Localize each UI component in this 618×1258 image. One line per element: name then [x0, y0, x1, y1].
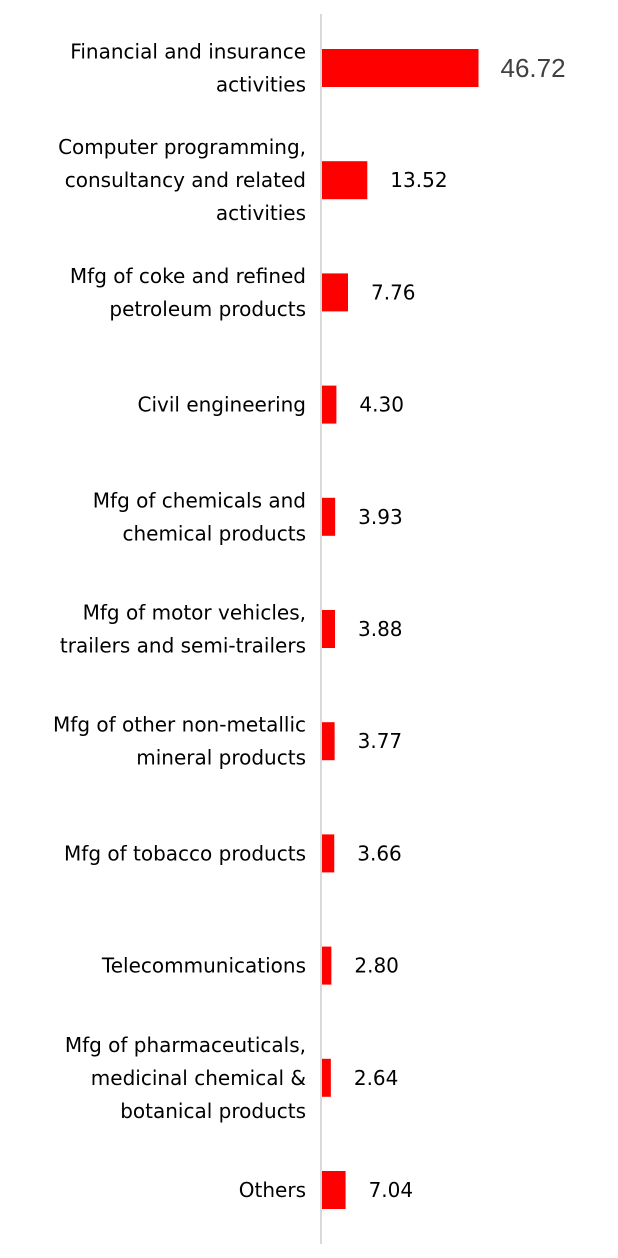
bar-mfg-of-pharmaceuticals-medicinal-chemical-botanical-products	[322, 1058, 331, 1097]
category-label-line: Financial and insurance	[70, 40, 306, 64]
bar-financial-and-insurance-activities	[322, 49, 479, 87]
category-label-line: Civil engineering	[138, 393, 307, 417]
category-label-line: mineral products	[136, 746, 306, 770]
value-labels-group: 46.72 13.52 7.76 4.30 3.93 3.88 3.77 3.66 2.80 2.…	[354, 53, 566, 1202]
value-label-mfg-of-other-non-metallic-mineral-products: 3.77	[358, 729, 403, 753]
value-label-financial-and-insurance-activities: 46.72	[501, 53, 566, 83]
category-label-line: Telecommunications	[101, 954, 306, 978]
category-label-line: Mfg of pharmaceuticals,	[65, 1033, 306, 1057]
category-label-line: botanical products	[120, 1099, 306, 1123]
bar-mfg-of-chemicals-and-chemical-products	[322, 497, 336, 536]
category-label-financial-and-insurance-activities: Financial and insurance activities	[70, 40, 306, 97]
category-label-mfg-of-motor-vehicles-trailers-and-semi-trailers: Mfg of motor vehicles, trailers and semi-…	[60, 601, 306, 658]
category-labels-group: Financial and insurance activitiesCompute…	[53, 40, 306, 1203]
category-label-line: Mfg of coke and refined	[70, 264, 306, 288]
category-label-computer-programming-consultancy-and-related-activities: Computer programming, consultancy and rel…	[58, 135, 306, 225]
bar-mfg-of-motor-vehicles-trailers-and-semi-trailers	[322, 610, 335, 648]
category-label-line: Others	[239, 1178, 306, 1202]
value-label-civil-engineering: 4.30	[359, 393, 404, 417]
bar-telecommunications	[322, 946, 332, 985]
value-label-mfg-of-chemicals-and-chemical-products: 3.93	[358, 505, 403, 529]
bar-mfg-of-other-non-metallic-mineral-products	[322, 722, 335, 761]
category-label-civil-engineering: Civil engineering	[138, 393, 307, 417]
bar-civil-engineering	[322, 385, 337, 424]
category-label-line: trailers and semi-trailers	[60, 634, 306, 658]
category-label-line: activities	[216, 201, 306, 225]
value-label-mfg-of-tobacco-products: 3.66	[357, 841, 402, 865]
value-label-telecommunications: 2.80	[354, 954, 399, 978]
category-label-line: Mfg of motor vehicles,	[83, 601, 306, 625]
value-label-others: 7.04	[369, 1178, 414, 1202]
bar-computer-programming-consultancy-and-related-activities	[322, 161, 368, 200]
category-label-line: Mfg of chemicals and	[93, 488, 306, 512]
value-label-computer-programming-consultancy-and-related-activities: 13.52	[390, 168, 447, 192]
category-label-line: Mfg of other non-metallic	[53, 713, 306, 737]
category-label-line: Mfg of tobacco products	[64, 841, 306, 865]
category-label-line: medicinal chemical &	[91, 1066, 306, 1090]
value-label-mfg-of-motor-vehicles-trailers-and-semi-trailers: 3.88	[358, 617, 403, 641]
category-label-mfg-of-chemicals-and-chemical-products: Mfg of chemicals and chemical products	[93, 488, 306, 545]
value-label-mfg-of-coke-and-refined-petroleum-products: 7.76	[371, 280, 416, 304]
category-label-line: consultancy and related	[65, 168, 306, 192]
bar-mfg-of-tobacco-products	[322, 834, 335, 873]
category-label-others: Others	[239, 1178, 306, 1202]
category-label-mfg-of-pharmaceuticals-medicinal-chemical-botanical-products: Mfg of pharmaceuticals, medicinal chemica…	[65, 1033, 306, 1123]
category-label-line: Computer programming,	[58, 135, 306, 159]
bars-group	[322, 49, 479, 1209]
bar-mfg-of-coke-and-refined-petroleum-products	[322, 273, 348, 312]
bar-others	[322, 1171, 346, 1209]
value-label-mfg-of-pharmaceuticals-medicinal-chemical-botanical-products: 2.64	[354, 1066, 399, 1090]
category-label-line: petroleum products	[109, 297, 306, 321]
category-label-mfg-of-tobacco-products: Mfg of tobacco products	[64, 841, 306, 865]
category-label-mfg-of-other-non-metallic-mineral-products: Mfg of other non-metallic mineral product…	[53, 713, 306, 770]
category-label-telecommunications: Telecommunications	[101, 954, 306, 978]
category-label-mfg-of-coke-and-refined-petroleum-products: Mfg of coke and refined petroleum product…	[70, 264, 306, 321]
category-label-line: activities	[216, 73, 306, 97]
category-label-line: chemical products	[122, 521, 306, 545]
